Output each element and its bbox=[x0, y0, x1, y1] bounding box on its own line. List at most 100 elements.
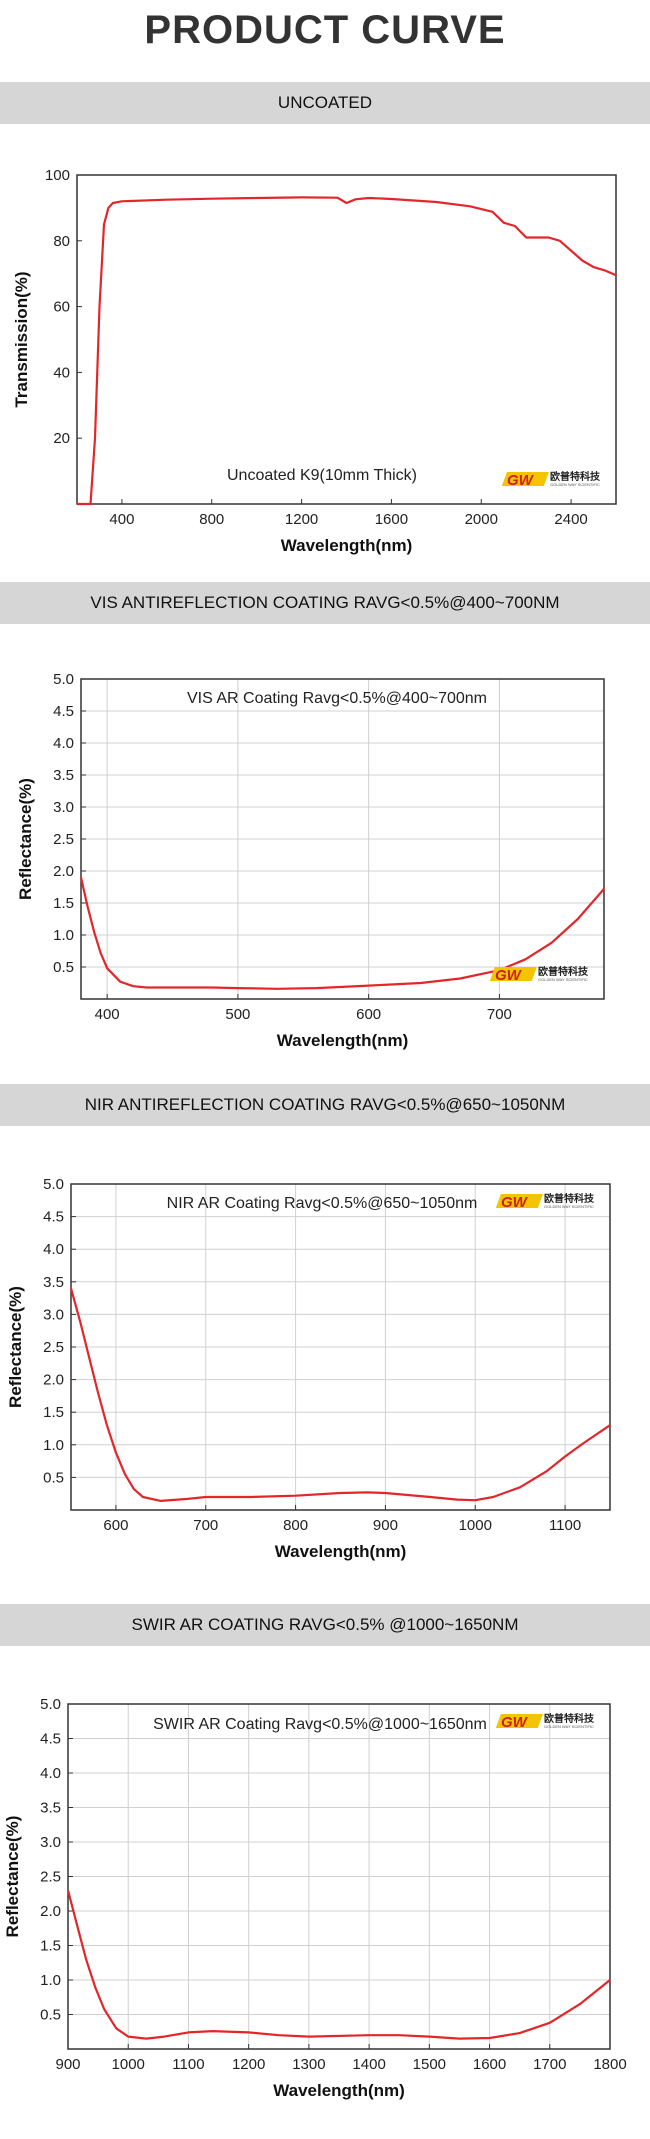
data-point bbox=[315, 987, 317, 989]
y-tick-label: 3.5 bbox=[53, 767, 74, 784]
nir-ar-reflectance-chart: 600 700 800 900 1000 1100 0.5 1.0 1.5 2.0 2.5 3.0 3.… bbox=[6, 1176, 611, 1561]
chart-annotation: Uncoated K9(10mm Thick) bbox=[227, 467, 417, 484]
data-point bbox=[106, 967, 108, 969]
data-point bbox=[76, 503, 78, 505]
data-point bbox=[398, 2034, 400, 2036]
x-tick-label: 1100 bbox=[172, 2056, 204, 2073]
data-point bbox=[564, 1455, 566, 1458]
y-tick-label: 1.0 bbox=[40, 1972, 61, 1989]
logo-chinese: 欧普特科技 bbox=[544, 1712, 595, 1725]
section-bar-nir: NIR ANTIREFLECTION COATING RAVG<0.5%@650… bbox=[0, 1084, 650, 1126]
x-tick-label: 400 bbox=[109, 511, 134, 528]
data-point bbox=[570, 250, 572, 252]
data-point bbox=[211, 2030, 214, 2032]
data-point bbox=[581, 259, 583, 262]
data-point bbox=[559, 240, 561, 242]
data-point bbox=[525, 236, 527, 239]
data-point bbox=[592, 266, 595, 268]
data-point bbox=[536, 236, 538, 239]
data-point bbox=[132, 985, 134, 987]
data-point bbox=[278, 2034, 280, 2036]
y-tick-label: 0.5 bbox=[43, 1469, 64, 1486]
series-line bbox=[69, 1288, 611, 1502]
section-bar-vis: VIS ANTIREFLECTION COATING RAVG<0.5%@400… bbox=[0, 582, 650, 624]
data-point bbox=[205, 1496, 207, 1498]
data-point bbox=[368, 197, 370, 199]
x-tick-label: 1600 bbox=[473, 2056, 506, 2073]
data-point bbox=[603, 888, 605, 890]
y-tick-label: 2.5 bbox=[53, 831, 74, 848]
y-tick-label: 2.5 bbox=[43, 1339, 64, 1356]
data-point bbox=[548, 236, 550, 239]
y-tick-label: 4.5 bbox=[40, 1731, 61, 1748]
data-point bbox=[488, 2037, 491, 2039]
y-tick-label: 4.5 bbox=[43, 1209, 64, 1226]
x-tick-label: 1000 bbox=[459, 1517, 492, 1534]
data-point bbox=[294, 1495, 297, 1497]
x-tick-label: 900 bbox=[55, 2056, 80, 2073]
y-tick-label: 3.5 bbox=[40, 1800, 61, 1817]
data-point bbox=[458, 2038, 461, 2040]
x-tick-label: 900 bbox=[373, 1517, 398, 1534]
logo-chinese: 欧普特科技 bbox=[544, 1192, 595, 1205]
section-bar-uncoated: UNCOATED bbox=[0, 82, 650, 124]
data-point bbox=[119, 981, 121, 983]
y-tick-label: 2.0 bbox=[40, 1903, 61, 1920]
y-tick-label: 40 bbox=[53, 364, 70, 381]
x-tick-label: 1100 bbox=[549, 1517, 581, 1534]
y-tick-label: 1.5 bbox=[40, 1938, 61, 1955]
data-point bbox=[107, 207, 110, 209]
x-tick-label: 1400 bbox=[352, 2056, 385, 2073]
data-point bbox=[609, 1979, 611, 1981]
y-tick-label: 80 bbox=[53, 233, 70, 250]
data-point bbox=[115, 1452, 117, 1454]
data-point bbox=[97, 1392, 99, 1394]
data-point bbox=[549, 2022, 551, 2024]
logo-chinese: 欧普特科技 bbox=[550, 470, 601, 483]
data-point bbox=[366, 1491, 369, 1493]
y-tick-label: 3.0 bbox=[53, 799, 74, 816]
data-point bbox=[250, 1496, 252, 1498]
x-tick-label: 1000 bbox=[112, 2056, 145, 2073]
logo-sub: GOLDEN WAY SCIENTIFIC bbox=[544, 1204, 594, 1209]
data-point bbox=[420, 982, 422, 984]
chart-annotation: VIS AR Coating Ravg<0.5%@400~700nm bbox=[187, 690, 487, 707]
section-label: UNCOATED bbox=[277, 93, 373, 112]
y-tick-label: 0.5 bbox=[53, 959, 74, 976]
data-point bbox=[80, 876, 82, 878]
data-point bbox=[354, 198, 357, 200]
data-point bbox=[368, 2034, 370, 2036]
y-tick-label: 3.0 bbox=[40, 1834, 61, 1851]
data-point bbox=[339, 1492, 342, 1494]
data-point bbox=[67, 1889, 69, 1891]
data-point bbox=[145, 2038, 147, 2040]
logo-mark: GW bbox=[501, 1714, 529, 1731]
y-tick-label: 100 bbox=[45, 167, 70, 184]
x-tick-label: 800 bbox=[283, 1517, 308, 1534]
data-point bbox=[384, 1492, 387, 1494]
y-tick-label: 4.0 bbox=[53, 735, 74, 752]
data-point bbox=[336, 197, 339, 199]
logo-sub: GOLDEN WAY SCIENTIFIC bbox=[538, 977, 588, 982]
data-point bbox=[127, 2035, 129, 2038]
x-tick-label: 1300 bbox=[292, 2056, 325, 2073]
x-tick-label: 2400 bbox=[554, 511, 587, 528]
y-tick-label: 4.0 bbox=[43, 1241, 64, 1258]
data-point bbox=[428, 2035, 430, 2038]
y-tick-label: 2.0 bbox=[43, 1372, 64, 1389]
x-tick-label: 800 bbox=[199, 511, 224, 528]
data-point bbox=[187, 1498, 189, 1500]
data-point bbox=[94, 437, 96, 439]
data-point bbox=[124, 1473, 126, 1475]
data-point bbox=[166, 199, 168, 201]
logo-chinese: 欧普特科技 bbox=[538, 965, 589, 978]
data-point bbox=[79, 1320, 81, 1322]
data-point bbox=[579, 2003, 581, 2005]
logo-mark: GW bbox=[501, 1194, 529, 1211]
chart-annotation: SWIR AR Coating Ravg<0.5%@1000~1650nm bbox=[153, 1716, 487, 1733]
x-tick-label: 400 bbox=[95, 1006, 120, 1023]
data-point bbox=[187, 2031, 190, 2034]
x-tick-label: 700 bbox=[193, 1517, 218, 1534]
